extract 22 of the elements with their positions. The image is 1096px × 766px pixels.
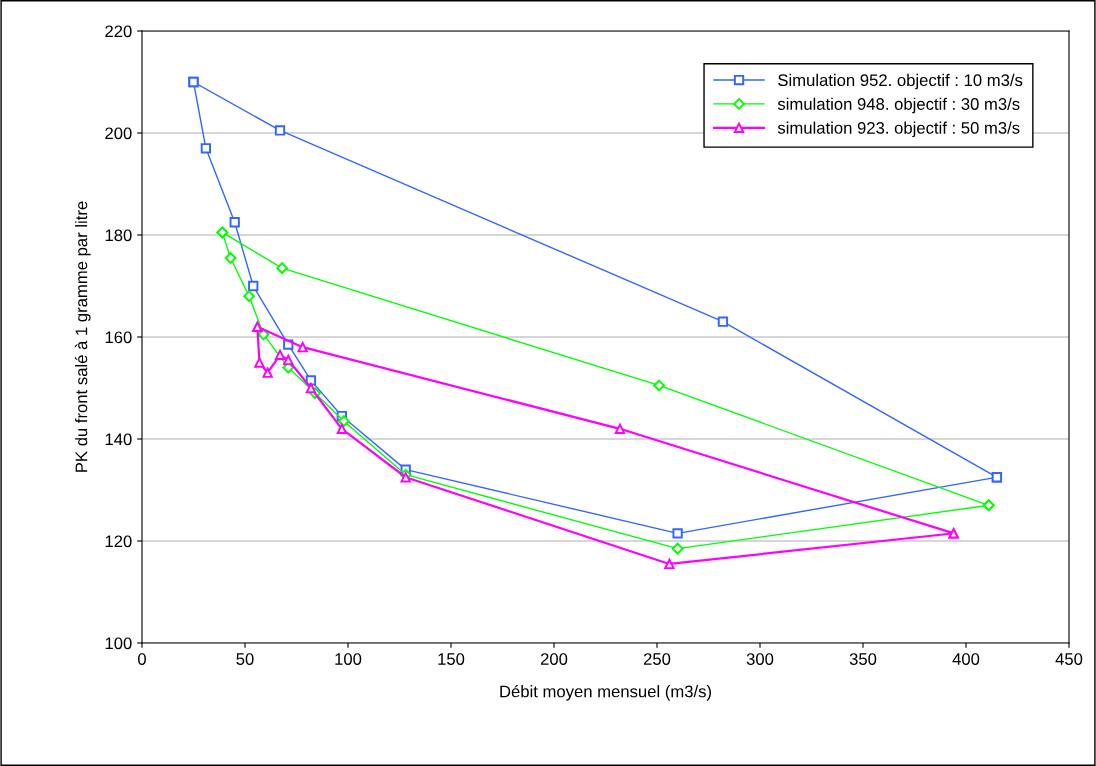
y-tick-label: 180 — [105, 229, 132, 242]
x-tick-label: 200 — [540, 653, 568, 665]
y-tick-label: 120 — [105, 535, 132, 548]
y-axis-title: PK du front salé à 1 gramme par litre — [74, 201, 91, 472]
y-tick-label: 200 — [105, 127, 132, 140]
x-tick-label: 300 — [746, 653, 774, 665]
x-tick-label: 450 — [1055, 653, 1083, 665]
legend-label: simulation 948. objectif : 30 m3/s — [777, 97, 1020, 114]
legend-label: Simulation 952. objectif : 10 m3/s — [778, 73, 1023, 90]
x-tick-label: 100 — [335, 653, 362, 665]
x-tick-label: 50 — [236, 653, 254, 665]
legend-label: simulation 923. objectif : 50 m3/s — [777, 121, 1020, 138]
x-tick-label: 400 — [952, 653, 980, 665]
y-tick-label: 220 — [105, 25, 132, 38]
x-tick-label: 0 — [138, 653, 146, 665]
y-tick-label: 160 — [105, 331, 132, 344]
x-axis-title: Débit moyen mensuel (m3/s) — [500, 684, 711, 701]
x-tick-label: 250 — [643, 653, 671, 665]
x-tick-label: 150 — [438, 653, 465, 665]
y-tick-label: 100 — [105, 637, 132, 650]
x-tick-label: 350 — [849, 653, 877, 665]
y-tick-label: 140 — [105, 433, 132, 446]
